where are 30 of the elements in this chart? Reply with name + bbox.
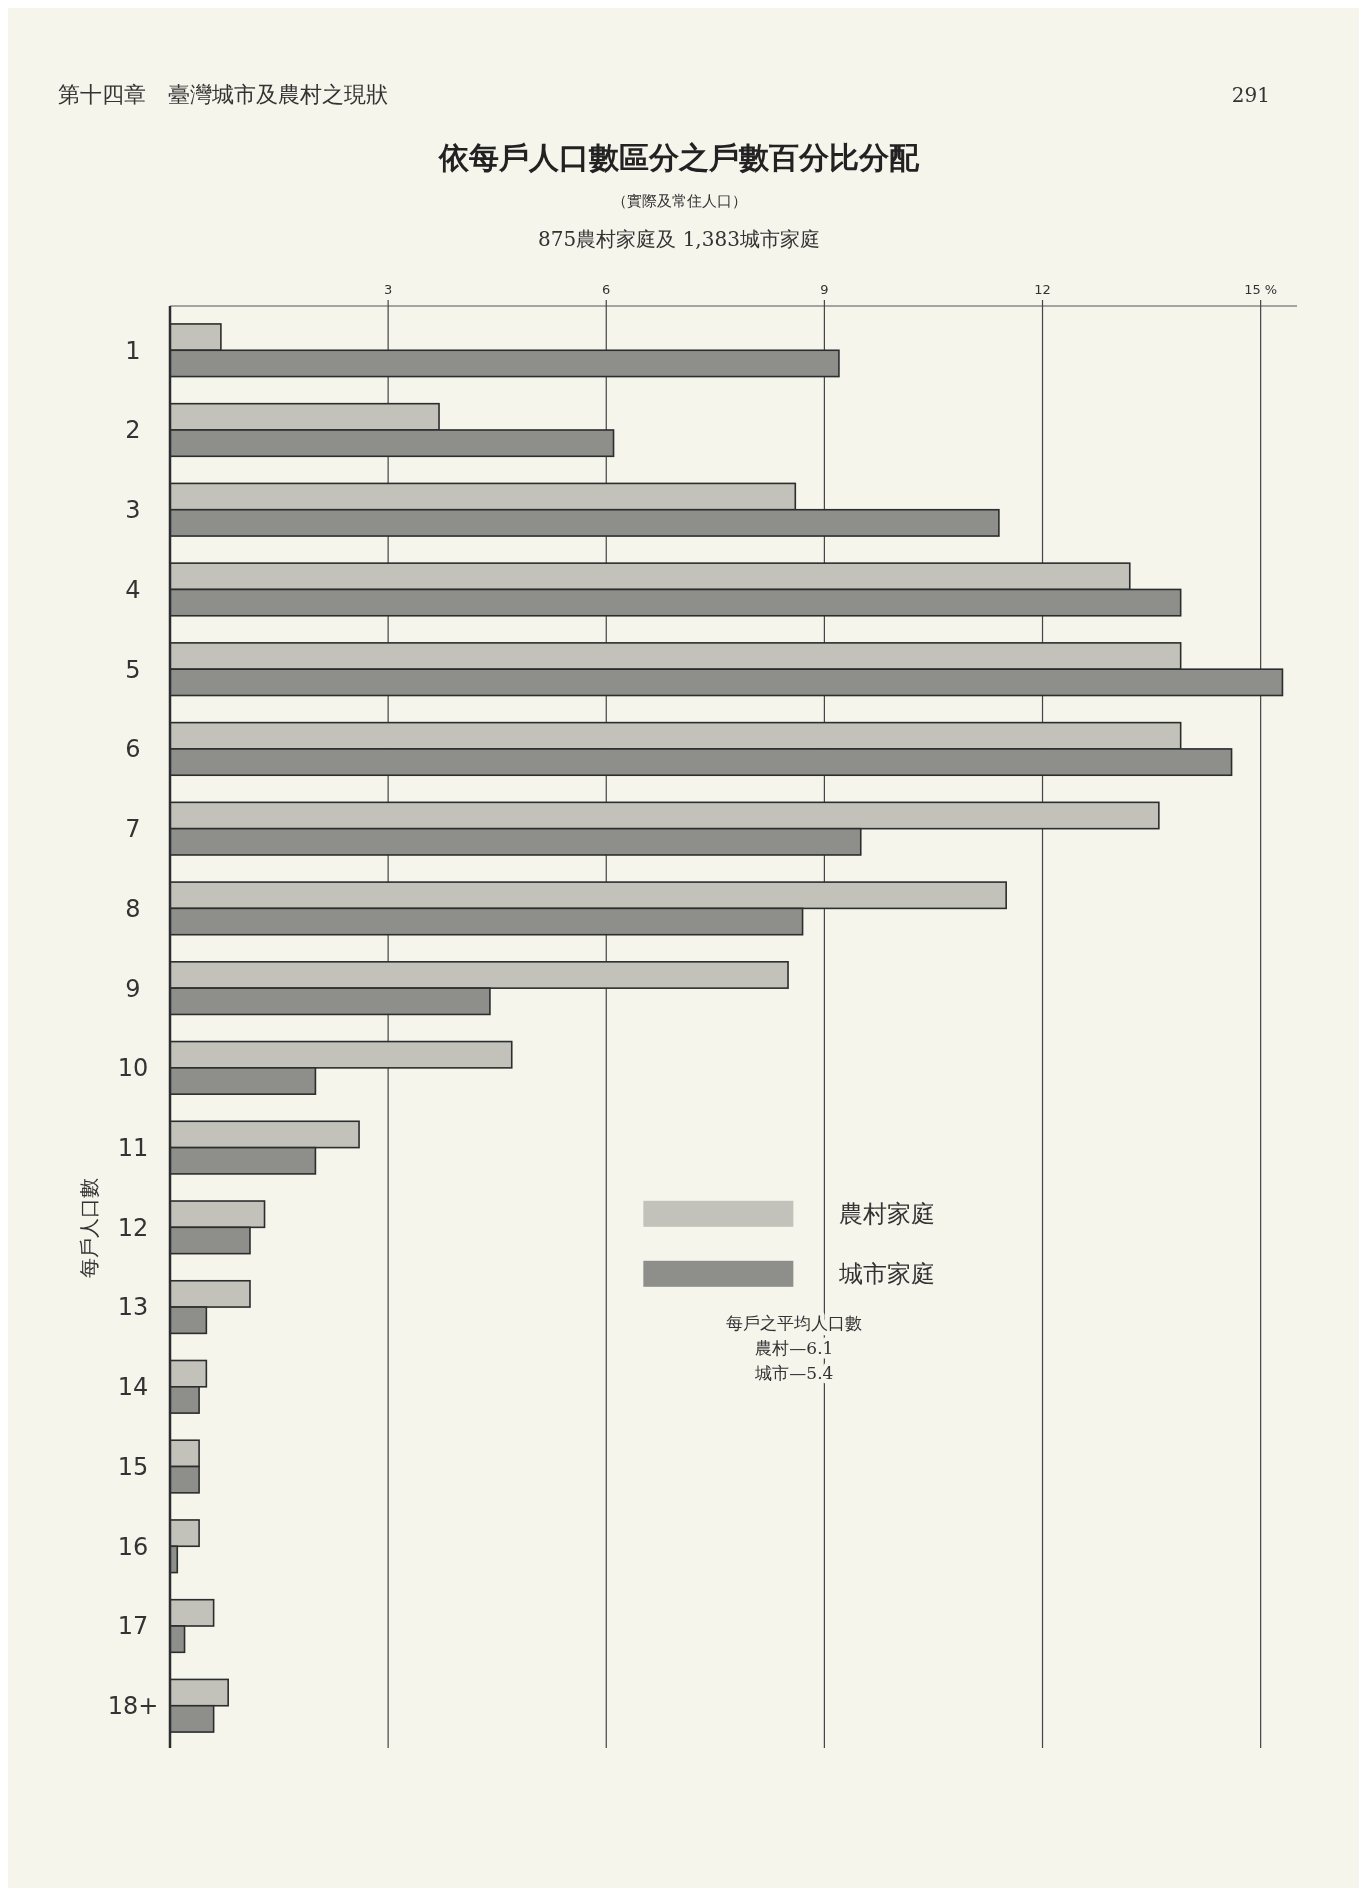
y-tick-label: 7 bbox=[125, 815, 141, 844]
x-tick-label: 12 bbox=[1034, 282, 1051, 297]
y-axis-title: 每戶人口數 bbox=[77, 1178, 101, 1278]
y-tick-label: 3 bbox=[125, 496, 141, 525]
y-tick-label: 6 bbox=[125, 735, 141, 764]
y-tick-label: 4 bbox=[125, 575, 141, 604]
y-tick-label: 15 bbox=[117, 1452, 149, 1481]
y-tick-label: 14 bbox=[117, 1373, 149, 1402]
y-tick-label: 2 bbox=[125, 416, 141, 445]
y-tick-label: 18+ bbox=[107, 1692, 159, 1721]
x-tick-label: 3 bbox=[383, 282, 393, 297]
y-tick-label: 5 bbox=[125, 655, 141, 684]
chart-title: 依每戶人口數區分之戶數百分比分配 bbox=[438, 140, 920, 175]
y-tick-label: 8 bbox=[125, 894, 141, 923]
y-tick-label: 12 bbox=[117, 1213, 149, 1242]
y-tick-label: 11 bbox=[117, 1134, 149, 1162]
y-tick-label: 9 bbox=[125, 974, 141, 1003]
y-tick-label: 13 bbox=[117, 1293, 149, 1322]
text: 農村家庭 bbox=[839, 1200, 936, 1229]
text: 第十四章 臺灣城市及農村之現狀 bbox=[58, 82, 388, 107]
x-tick-label: 6 bbox=[602, 282, 611, 297]
y-tick-label: 10 bbox=[117, 1054, 149, 1083]
y-tick-label: 1 bbox=[125, 336, 141, 365]
x-tick-label: 9 bbox=[820, 282, 829, 297]
text: 城市家庭 bbox=[838, 1260, 936, 1289]
chart-subtitle: （實際及常住人口） 875農村家庭及 1,383城市家庭 bbox=[538, 192, 820, 251]
text: 291 bbox=[1231, 83, 1270, 107]
y-tick-label: 17 bbox=[117, 1612, 149, 1641]
y-tick-label: 16 bbox=[117, 1532, 149, 1561]
x-tick-label: 15 % bbox=[1244, 282, 1278, 297]
